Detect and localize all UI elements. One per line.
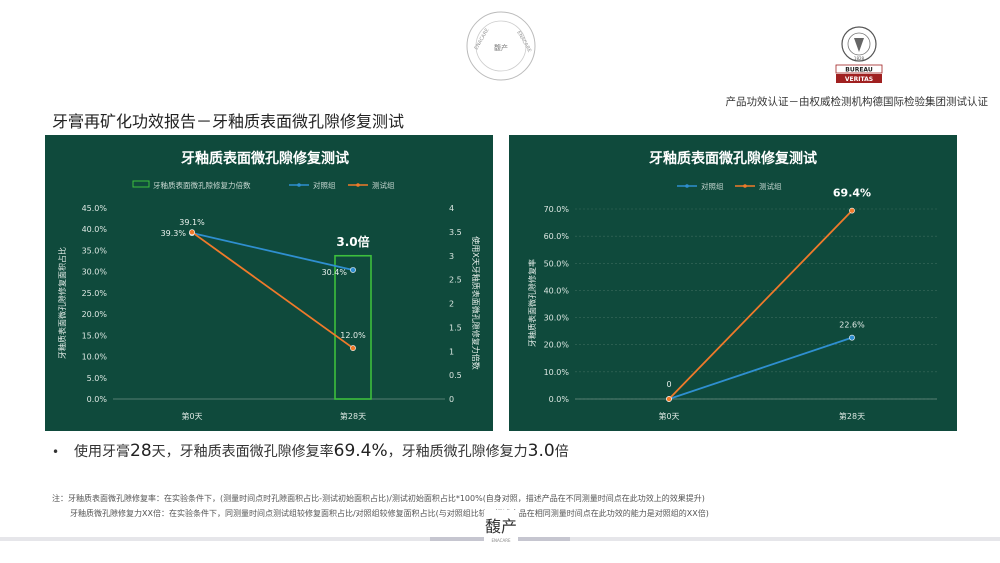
- y-tick-label: 45.0%: [82, 204, 108, 213]
- y2-tick-label: 1: [449, 347, 454, 356]
- data-label: 69.4%: [833, 187, 871, 200]
- chart-panel-right: 牙釉质表面微孔隙修复测试 对照组 测试组 牙釉质表面微孔隙修复率 70.0% 60…: [509, 135, 957, 431]
- x-tick-label: 第28天: [340, 411, 366, 421]
- x-tick-label: 第0天: [658, 411, 679, 421]
- data-label: 30.4%: [322, 268, 348, 277]
- svg-text:馥产: 馥产: [485, 517, 517, 536]
- y2-tick-label: 2.5: [449, 276, 462, 285]
- data-label: 39.1%: [179, 218, 205, 227]
- svg-text:1828: 1828: [854, 56, 865, 61]
- seal-center: 馥产: [494, 43, 508, 52]
- bureau-veritas-logo: 1828 BUREAU VERITAS: [835, 26, 883, 83]
- bullet: •: [52, 445, 60, 459]
- series-line: [668, 336, 853, 400]
- summary-days: 28: [130, 441, 152, 461]
- y-tick-label: 20.0%: [544, 341, 570, 350]
- footnote-2: 牙釉质微孔隙修复力XX倍：在实验条件下，同测量时间点测试组较修复面积占比/对照组…: [70, 509, 709, 518]
- data-point: [849, 207, 855, 214]
- y2-tick-label: 1.5: [449, 323, 462, 332]
- data-label: 12.0%: [340, 331, 366, 340]
- footnotes: 注：牙釉质表面微孔隙修复率：在实验条件下，(测量时间点时孔隙面积占比-测试初始面…: [52, 491, 709, 521]
- seal-text-right: ENACARE: [515, 30, 532, 54]
- data-point: [666, 396, 672, 402]
- y-tick-label: 25.0%: [82, 289, 108, 298]
- data-label: 22.6%: [839, 321, 865, 330]
- svg-text:BUREAU: BUREAU: [845, 67, 873, 74]
- legend-swatch-ratio: [132, 180, 150, 188]
- chart-right: 牙釉质表面微孔隙修复测试 对照组 测试组 牙釉质表面微孔隙修复率 70.0% 60…: [527, 150, 937, 421]
- data-label: 0: [666, 380, 671, 389]
- ratio-label: 3.0倍: [336, 234, 369, 249]
- y-tick-label: 35.0%: [82, 246, 108, 255]
- y-tick-label: 15.0%: [82, 331, 108, 340]
- page-title: 牙膏再矿化功效报告－牙釉质表面微孔隙修复测试: [52, 112, 405, 131]
- data-point: [849, 334, 855, 341]
- brand-seal-icon: ENACARE ENACARE 馥产: [466, 11, 536, 81]
- data-point: [350, 345, 356, 351]
- y-tick-label: 0.0%: [549, 395, 570, 404]
- y-tick-label: 70.0%: [544, 205, 570, 214]
- x-tick-label: 第28天: [839, 411, 865, 421]
- y-tick-label: 0.0%: [87, 395, 108, 404]
- chart-title: 牙釉质表面微孔隙修复测试: [181, 150, 349, 167]
- y-tick-label: 40.0%: [82, 225, 108, 234]
- y-tick-label: 50.0%: [544, 259, 570, 268]
- y2-tick-label: 4: [449, 204, 454, 213]
- legend-label-test: 测试组: [372, 180, 395, 190]
- y-axis-title: 牙釉质表面微孔隙修复率: [527, 259, 537, 347]
- summary-multiplier: 3.0: [527, 441, 555, 461]
- y2-tick-label: 2: [449, 300, 454, 309]
- y-tick-label: 40.0%: [544, 286, 570, 295]
- data-point: [189, 229, 195, 236]
- y-axis-title: 牙釉质表面微孔隙修复面积占比: [57, 247, 67, 359]
- summary-line: • 使用牙膏28天，牙釉质表面微孔隙修复率69.4%，牙釉质微孔隙修复力3.0倍: [52, 441, 569, 461]
- y-tick-label: 5.0%: [87, 374, 108, 383]
- chart-panel-left: 牙釉质表面微孔隙修复测试 牙釉质表面微孔隙修复力倍数 对照组 测试组 牙釉质表面…: [45, 135, 493, 431]
- y2-tick-label: 3: [449, 252, 454, 261]
- svg-text:VERITAS: VERITAS: [845, 76, 873, 83]
- chart-title: 牙釉质表面微孔隙修复测试: [649, 150, 817, 167]
- footnote-1: 注：牙釉质表面微孔隙修复率：在实验条件下，(测量时间点时孔隙面积占比-测试初始面…: [52, 494, 705, 503]
- certification-text: 产品功效认证－由权威检测机构德国际检验集团测试认证: [725, 96, 989, 108]
- series-line: [191, 231, 354, 349]
- y2-tick-label: 3.5: [449, 228, 462, 237]
- summary-rate: 69.4%: [333, 441, 388, 461]
- ratio-bar: [334, 254, 372, 400]
- y-tick-label: 30.0%: [82, 268, 108, 277]
- seal-text-left: ENACARE: [474, 27, 491, 51]
- y-tick-label: 20.0%: [82, 310, 108, 319]
- data-point: [350, 267, 356, 273]
- series-line: [668, 210, 853, 400]
- x-tick-label: 第0天: [181, 411, 202, 421]
- legend-label-control: 对照组: [701, 181, 724, 191]
- y-tick-label: 30.0%: [544, 314, 570, 323]
- y2-tick-label: 0.5: [449, 371, 462, 380]
- legend-label-ratio: 牙釉质表面微孔隙修复力倍数: [153, 180, 251, 190]
- data-label: 39.3%: [161, 229, 187, 238]
- legend-label-control: 对照组: [313, 180, 336, 190]
- y-tick-label: 60.0%: [544, 232, 570, 241]
- y-tick-label: 10.0%: [82, 353, 108, 362]
- y2-axis-title: 使用X天牙釉质表面微孔隙修复力倍数: [471, 236, 481, 369]
- brand-logo-icon: 馥产 ENACARE: [484, 510, 518, 560]
- legend-label-test: 测试组: [759, 181, 782, 191]
- y-tick-label: 10.0%: [544, 368, 570, 377]
- chart-left: 牙釉质表面微孔隙修复测试 牙釉质表面微孔隙修复力倍数 对照组 测试组 牙釉质表面…: [57, 150, 481, 421]
- series-line: [191, 232, 354, 271]
- y2-tick-label: 0: [449, 395, 454, 404]
- svg-text:ENACARE: ENACARE: [491, 538, 510, 543]
